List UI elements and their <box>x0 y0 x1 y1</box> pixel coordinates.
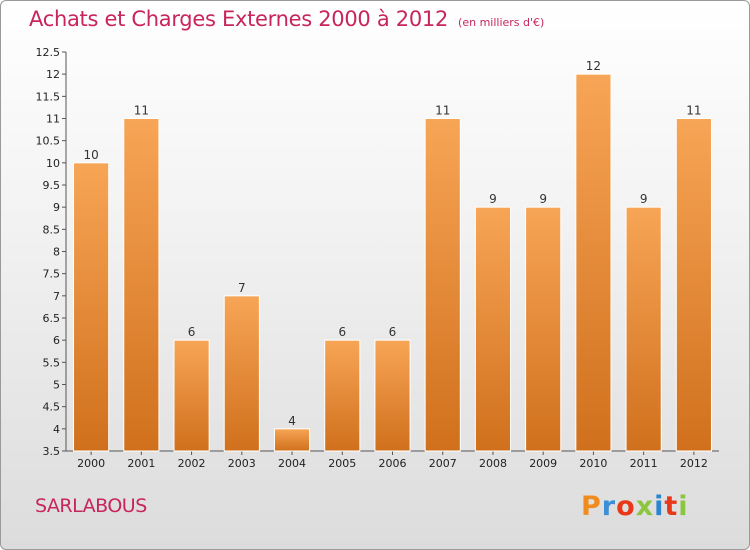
x-tick-label: 2001 <box>127 457 155 470</box>
data-label-2000: 10 <box>83 148 98 162</box>
x-tick-label: 2012 <box>680 457 708 470</box>
y-tick-label: 10 <box>46 157 60 170</box>
y-tick-label: 6 <box>53 334 60 347</box>
y-tick-label: 3.5 <box>43 445 61 458</box>
y-tick-label: 4.5 <box>43 401 61 414</box>
bar-2007 <box>424 118 461 452</box>
x-tick-label: 2005 <box>328 457 356 470</box>
x-tick-label: 2003 <box>228 457 256 470</box>
x-tick-label: 2004 <box>278 457 306 470</box>
data-labels: 10 11 6 7 4 6 6 11 9 9 12 9 11 <box>83 59 701 428</box>
x-tick-label: 2007 <box>429 457 457 470</box>
logo-letter: P <box>581 491 602 522</box>
bar-2006 <box>374 339 411 452</box>
data-label-2004: 4 <box>288 414 296 428</box>
chart-title: Achats et Charges Externes 2000 à 2012 (e… <box>29 7 544 31</box>
chart-subtitle: (en milliers d'€) <box>458 16 545 29</box>
logo-letter: i <box>654 491 665 522</box>
data-label-2011: 9 <box>640 192 648 206</box>
bar-2000 <box>73 162 110 452</box>
logo-letter: x <box>635 491 655 522</box>
commune-name: SARLABOUS <box>35 495 147 517</box>
y-tick-label: 12.5 <box>36 46 61 59</box>
bar-2009 <box>525 206 562 452</box>
bar-2001 <box>123 118 160 452</box>
bar-2003 <box>223 295 260 452</box>
proxiti-logo[interactable]: Proxiti <box>581 491 689 522</box>
bar-2010 <box>575 73 612 452</box>
data-label-2002: 6 <box>188 325 196 339</box>
logo-letter: i <box>678 491 689 522</box>
y-tick-label: 7 <box>53 290 60 303</box>
y-tick-label: 11 <box>46 113 60 126</box>
x-axis: 2000 2001 2002 2003 2004 2005 2006 2007 2008 2009… <box>66 450 719 470</box>
y-tick-label: 5 <box>53 379 60 392</box>
chart-title-text: Achats et Charges Externes 2000 à 2012 <box>29 7 449 31</box>
bar-2002 <box>173 339 210 452</box>
bar-2008 <box>474 206 512 452</box>
logo-letter: t <box>664 491 679 522</box>
data-label-2008: 9 <box>489 192 497 206</box>
data-label-2012: 11 <box>686 104 701 118</box>
y-tick-label: 4 <box>53 423 60 436</box>
y-tick-label: 6.5 <box>43 312 61 325</box>
y-axis: 3.5 4 4.5 5 5.5 6 6.5 7 7.5 8 8.5 9 9.5 10 10.5 11 11.5 1… <box>36 46 67 458</box>
bar-2004 <box>273 428 311 452</box>
data-label-2010: 12 <box>586 59 601 73</box>
data-label-2009: 9 <box>539 192 547 206</box>
bar-2012 <box>675 118 712 452</box>
y-tick-label: 8.5 <box>43 223 61 236</box>
x-tick-label: 2009 <box>529 457 557 470</box>
y-tick-label: 10.5 <box>36 135 61 148</box>
bar-2005 <box>324 339 361 452</box>
x-tick-label: 2002 <box>178 457 206 470</box>
x-tick-label: 2011 <box>630 457 658 470</box>
data-label-2006: 6 <box>389 325 397 339</box>
y-tick-label: 8 <box>53 246 60 259</box>
x-tick-label: 2008 <box>479 457 507 470</box>
y-tick-label: 12 <box>46 68 60 81</box>
x-tick-label: 2006 <box>379 457 407 470</box>
bar-2011 <box>625 206 662 452</box>
y-tick-label: 9.5 <box>43 179 61 192</box>
x-tick-label: 2000 <box>77 457 105 470</box>
data-label-2007: 11 <box>435 104 450 118</box>
y-tick-label: 5.5 <box>43 356 61 369</box>
bars <box>73 73 712 452</box>
data-label-2001: 11 <box>134 104 149 118</box>
y-tick-label: 9 <box>53 201 60 214</box>
data-label-2003: 7 <box>238 281 246 295</box>
logo-letter: o <box>616 491 636 522</box>
data-label-2005: 6 <box>338 325 346 339</box>
logo-letter: r <box>601 491 617 522</box>
y-tick-label: 11.5 <box>36 90 61 103</box>
y-tick-label: 7.5 <box>43 268 61 281</box>
x-tick-label: 2010 <box>579 457 607 470</box>
